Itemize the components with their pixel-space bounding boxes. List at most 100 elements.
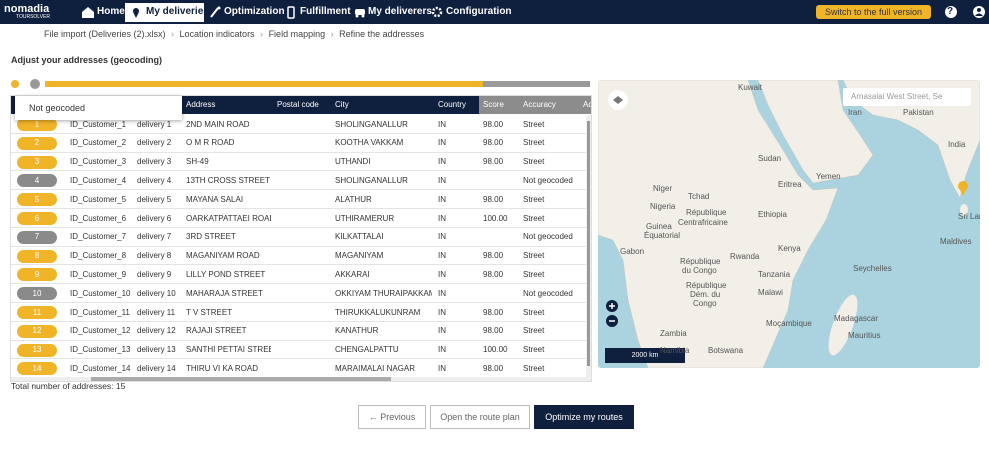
table-row [11,341,586,360]
cell: 3RD STREET [186,232,236,242]
open-route-plan-button[interactable]: Open the route plan [430,405,530,429]
status-badge [17,362,57,376]
status-badge [17,136,57,150]
cell: IN [438,251,446,261]
cell: UTHIRAMERUR [335,213,395,223]
cell: ID_Customer_13 [70,345,131,355]
cell: ID_Customer_9 [70,269,127,279]
map-label: Tchad [688,192,710,201]
cell: KILKATTALAI [335,232,384,242]
cell: IN [438,307,446,317]
map-label: République [686,281,727,290]
cell: MAHARAJA STREET [186,288,263,298]
cell: IN [438,345,446,355]
cell: SHOLINGANALLUR [335,175,408,185]
cell: SH-49 [186,157,209,167]
cell: IN [438,326,446,336]
map-label: du Congo [682,266,717,275]
nav-item[interactable]: Configuration [446,6,512,17]
cell: ID_Customer_10 [70,288,131,298]
cell: Street [523,269,545,279]
cell: IN [438,363,446,373]
table-row [11,303,586,322]
address-table: NAddressPostal codeCityCountryScoreAccur… [10,95,592,382]
map-label: Madagascar [834,314,879,323]
nav-item[interactable]: My deliverers [368,6,432,17]
map-search[interactable]: Arnasalai West Street, Se [843,88,971,106]
map[interactable]: Arnasalai West Street, Se 2000 km Kuwait… [598,80,980,368]
badge-number: 6 [34,213,40,223]
help[interactable]: ? [947,6,954,17]
cell: 100.00 [483,345,508,355]
logo[interactable]: nomadia [4,3,50,15]
cell: delivery 7 [137,232,172,242]
map-label: Rwanda [730,252,760,261]
nav-item[interactable]: My deliveries [146,6,209,17]
map-label: Yemen [816,172,841,181]
status-badge [17,212,57,225]
cell: delivery 1 [137,119,172,129]
scroll-thumb [587,121,590,366]
cell: T V STREET [186,307,233,317]
status-badge [17,174,57,188]
cell: 98.00 [483,363,504,373]
cell: KANATHUR [335,326,379,336]
cell: ID_Customer_4 [70,175,127,185]
cell: CHENGALPATTU [335,345,399,355]
tooltip: Not geocoded [15,96,182,120]
cell: 2ND MAIN ROAD [186,119,250,129]
cell: delivery 14 [137,363,176,373]
map-label: Botswana [708,346,744,355]
cell: 13TH CROSS STREET [186,175,271,185]
optimize-button[interactable]: Optimize my routes [534,405,634,429]
map-label: Sudan [758,154,782,163]
cell: delivery 2 [137,138,172,148]
table-row [11,247,586,266]
cell: THIRU VI KA ROAD [186,363,259,373]
cell: IN [438,213,446,223]
cell: AKKARAI [335,269,370,279]
active-tab [125,3,204,22]
cell: IN [438,232,446,242]
cell: Street [523,307,545,317]
map-label: Nigeria [650,202,676,211]
nav-item[interactable]: Home [97,6,125,17]
map-label: Ethiopia [758,210,787,219]
breadcrumb-item[interactable]: Field mapping [268,29,326,39]
table-row [11,171,586,191]
badge-number: 12 [32,326,42,336]
cell: RAJAJI STREET [186,326,247,336]
cell: Street [523,157,545,167]
map-label: Zambia [660,329,687,338]
breadcrumb-item[interactable]: Refine the addresses [339,29,425,39]
cell: delivery 9 [137,269,172,279]
cell: MAGANIYAM ROAD [186,251,260,261]
table-row [11,115,586,134]
map-label: Centrafricaine [678,218,728,227]
cell: 98.00 [483,251,504,261]
previous-button[interactable]: ← Previous [358,405,426,429]
badge-number: 2 [34,138,40,148]
map-label: Guinea [646,222,672,231]
badge-number: 14 [32,363,42,373]
badge-number: 4 [34,175,40,185]
cell: ID_Customer_3 [70,157,127,167]
badge-number: 9 [34,269,40,279]
badge-number: 8 [34,251,40,261]
badge-number: 3 [34,157,40,167]
cell: delivery 4 [137,175,172,185]
breadcrumb-item[interactable]: Location indicators [179,29,255,39]
breadcrumb-item[interactable]: File import (Deliveries (2).xlsx) [44,29,166,39]
map-label: Iran [848,108,862,117]
switch-button[interactable]: Switch to the full version [824,7,923,17]
cell: delivery 5 [137,194,172,204]
cell: THIRUKKALUKUNRAM [335,307,421,317]
cell: KOOTHA VAKKAM [335,138,404,148]
cell: SHOLINGANALLUR [335,119,408,129]
nav-item[interactable]: Optimization [224,6,285,17]
nav-item[interactable]: Fulfillment [300,6,351,17]
cell: 100.00 [483,213,508,223]
cell: Street [523,326,545,336]
table-row [11,209,586,228]
map-scale: 2000 km [631,352,659,359]
